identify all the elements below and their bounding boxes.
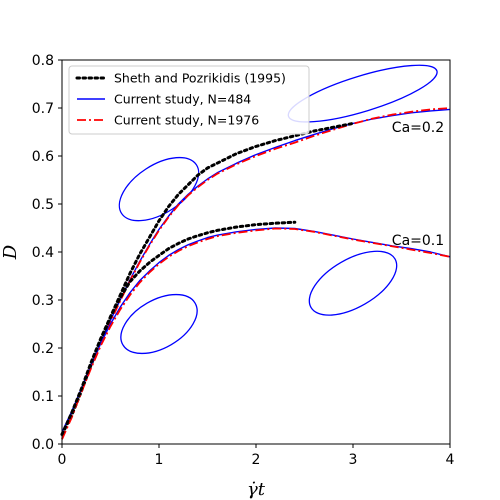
data-curves	[60, 107, 451, 440]
y-axis-label: D	[0, 244, 21, 260]
series-ca-0-1-current-study-n-484	[61, 227, 451, 433]
y-tick-label: 0.0	[32, 437, 54, 453]
series-ca-0-2-sheth-and-pozrikidis-1995	[60, 121, 355, 436]
x-tick-label: 4	[446, 452, 455, 468]
y-tick-label: 0.5	[32, 197, 54, 213]
legend-label-1: Sheth and Pozrikidis (1995)	[114, 71, 286, 86]
y-tick-label: 0.6	[32, 149, 54, 165]
annotation-ca-0-1: Ca=0.1	[392, 233, 444, 249]
legend-label-2: Current study, N=484	[114, 92, 251, 107]
series-ca-0-2-current-study-n-484	[61, 108, 451, 433]
drop-shapes	[118, 64, 438, 355]
series-ca-0-1-sheth-and-pozrikidis-1995	[60, 220, 297, 436]
series-ca-0-2-current-study-n-1976	[61, 107, 451, 440]
legend: Sheth and Pozrikidis (1995) Current study…	[68, 65, 310, 135]
x-ticks: 0 1 2 3 4	[58, 444, 455, 468]
y-tick-label: 0.1	[32, 389, 54, 405]
y-tick-label: 0.2	[32, 341, 54, 357]
y-ticks: 0.0 0.1 0.2 0.3 0.4 0.5 0.6 0.7 0.8	[32, 53, 62, 453]
x-tick-label: 0	[58, 452, 67, 468]
y-tick-label: 0.8	[32, 53, 54, 69]
legend-box	[68, 65, 310, 135]
drop-shape-1	[118, 156, 200, 222]
series-ca-0-1-current-study-n-1976	[61, 227, 451, 440]
x-axis-label: γ̇t	[247, 479, 266, 500]
y-tick-label: 0.3	[32, 293, 54, 309]
drop-shape-4	[308, 250, 398, 316]
y-tick-label: 0.7	[32, 101, 54, 117]
drop-shape-2	[120, 293, 198, 355]
legend-label-3: Current study, N=1976	[114, 113, 259, 128]
x-tick-label: 1	[155, 452, 164, 468]
x-tick-label: 3	[349, 452, 358, 468]
x-tick-label: 2	[252, 452, 261, 468]
y-tick-label: 0.4	[32, 245, 54, 261]
annotation-ca-0-2: Ca=0.2	[392, 120, 444, 136]
